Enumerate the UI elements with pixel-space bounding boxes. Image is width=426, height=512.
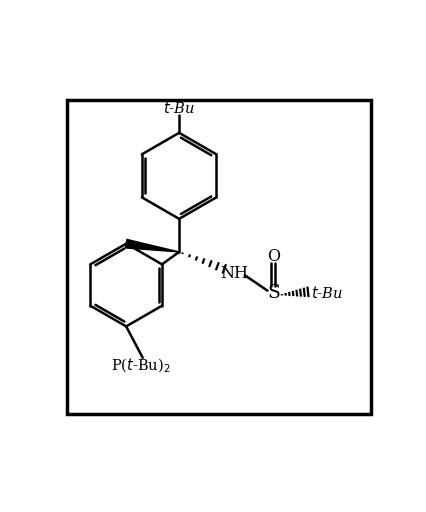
Text: $t$-Bu: $t$-Bu <box>311 285 343 301</box>
Polygon shape <box>125 240 179 252</box>
Text: P($t$-Bu)$_2$: P($t$-Bu)$_2$ <box>111 357 170 375</box>
Text: O: O <box>266 248 279 265</box>
Text: NH: NH <box>219 265 247 282</box>
Text: $t$-Bu: $t$-Bu <box>163 100 195 116</box>
Text: S: S <box>266 284 279 302</box>
